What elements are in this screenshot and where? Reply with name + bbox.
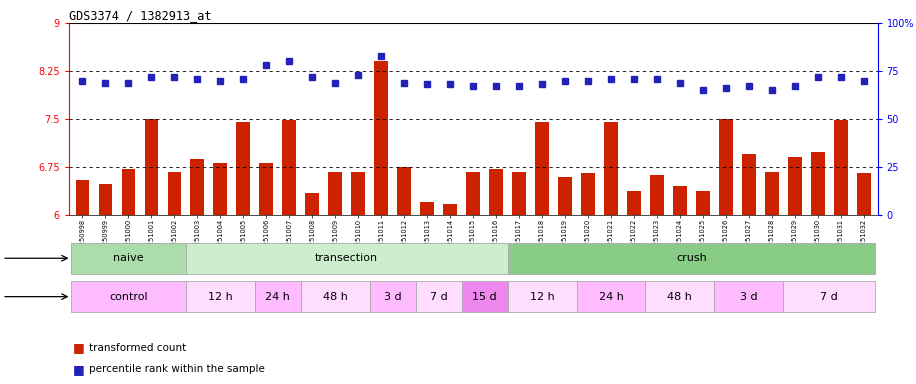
Bar: [811, 152, 824, 215]
Bar: [443, 204, 457, 215]
Bar: [558, 177, 572, 215]
Text: control: control: [109, 291, 147, 302]
Bar: [650, 175, 664, 215]
Text: 7 d: 7 d: [430, 291, 448, 302]
Text: ■: ■: [73, 363, 85, 376]
Bar: [604, 122, 618, 215]
Text: 12 h: 12 h: [208, 291, 233, 302]
Bar: [191, 159, 204, 215]
Text: 15 d: 15 d: [473, 291, 496, 302]
Bar: [255, 281, 300, 312]
Bar: [783, 281, 875, 312]
Bar: [375, 61, 388, 215]
Bar: [765, 172, 779, 215]
Bar: [186, 243, 507, 274]
Text: 7 d: 7 d: [821, 291, 838, 302]
Bar: [714, 281, 783, 312]
Bar: [581, 174, 594, 215]
Bar: [696, 191, 710, 215]
Bar: [673, 186, 687, 215]
Bar: [186, 281, 255, 312]
Bar: [300, 281, 370, 312]
Bar: [466, 172, 480, 215]
Bar: [76, 180, 90, 215]
Text: naive: naive: [114, 253, 144, 263]
Bar: [213, 162, 227, 215]
Bar: [145, 119, 158, 215]
Bar: [788, 157, 802, 215]
Text: ■: ■: [73, 341, 85, 354]
Bar: [168, 172, 181, 215]
Bar: [856, 174, 870, 215]
Text: 3 d: 3 d: [740, 291, 758, 302]
Bar: [236, 122, 250, 215]
Bar: [259, 162, 273, 215]
Bar: [416, 281, 462, 312]
Bar: [719, 119, 733, 215]
Bar: [507, 243, 875, 274]
Text: 24 h: 24 h: [598, 291, 624, 302]
Bar: [507, 281, 576, 312]
Bar: [370, 281, 416, 312]
Bar: [99, 184, 113, 215]
Bar: [742, 154, 756, 215]
Bar: [398, 167, 411, 215]
Text: 24 h: 24 h: [266, 291, 290, 302]
Bar: [352, 172, 365, 215]
Bar: [420, 202, 434, 215]
Text: 48 h: 48 h: [322, 291, 348, 302]
Text: GDS3374 / 1382913_at: GDS3374 / 1382913_at: [69, 9, 212, 22]
Text: 12 h: 12 h: [529, 291, 554, 302]
Bar: [646, 281, 714, 312]
Bar: [834, 120, 847, 215]
Text: transection: transection: [315, 253, 378, 263]
Bar: [305, 193, 319, 215]
Bar: [71, 243, 186, 274]
Text: transformed count: transformed count: [89, 343, 186, 353]
Bar: [576, 281, 646, 312]
Bar: [282, 120, 296, 215]
Bar: [512, 172, 526, 215]
Bar: [71, 281, 186, 312]
Text: percentile rank within the sample: percentile rank within the sample: [89, 364, 265, 374]
Bar: [328, 172, 343, 215]
Bar: [489, 169, 503, 215]
Bar: [535, 122, 549, 215]
Bar: [122, 169, 136, 215]
Bar: [627, 191, 641, 215]
Bar: [462, 281, 507, 312]
Text: 48 h: 48 h: [668, 291, 692, 302]
Text: 3 d: 3 d: [384, 291, 401, 302]
Text: crush: crush: [676, 253, 707, 263]
